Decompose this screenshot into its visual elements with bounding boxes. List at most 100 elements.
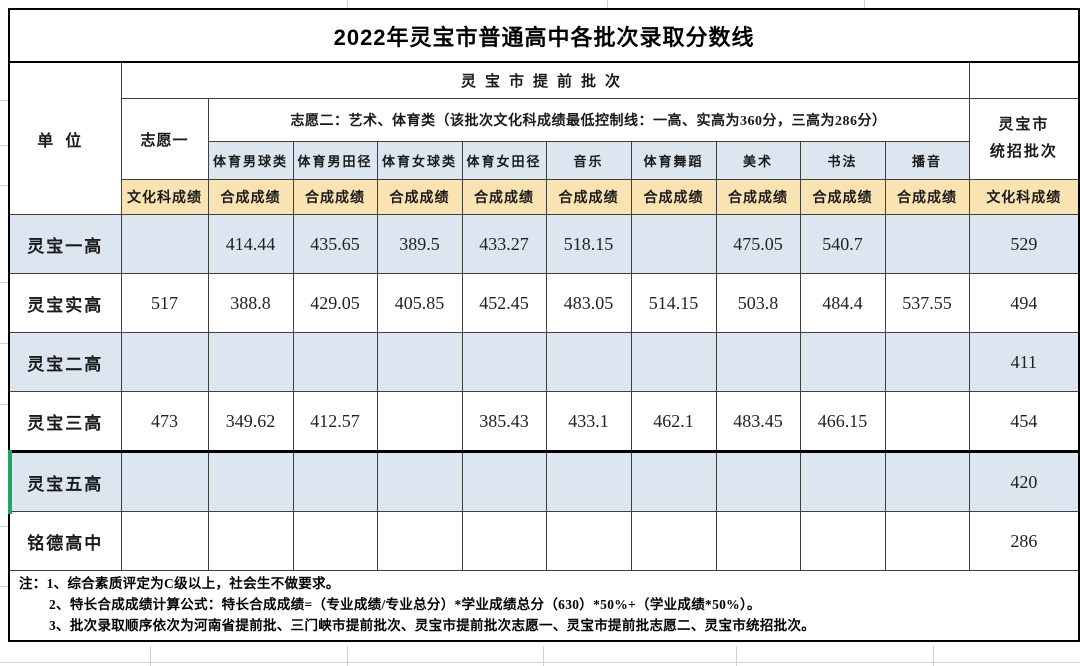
score-cell[interactable] (630, 332, 717, 392)
composite-score-label-cell[interactable]: 合成成绩 (461, 179, 547, 215)
score-cell[interactable]: 429.05 (292, 273, 378, 333)
category-header-cell[interactable]: 书法 (799, 141, 886, 180)
score-cell[interactable]: 388.8 (207, 273, 294, 333)
school-name-cell[interactable]: 灵宝一高 (8, 214, 122, 274)
score-cell[interactable]: 483.05 (545, 273, 632, 333)
score-cell[interactable]: 454 (968, 391, 1080, 452)
score-cell[interactable] (461, 450, 547, 512)
score-cell[interactable]: 420 (968, 450, 1080, 512)
score-cell[interactable]: 411 (968, 332, 1080, 392)
score-cell[interactable] (799, 511, 886, 571)
score-cell[interactable]: 529 (968, 214, 1080, 274)
score-cell[interactable] (545, 332, 632, 392)
score-cell[interactable] (884, 214, 970, 274)
score-cell[interactable] (292, 511, 378, 571)
category-header-cell[interactable]: 体育男田径 (292, 141, 378, 180)
score-cell[interactable]: 433.1 (545, 391, 632, 452)
score-cell[interactable] (884, 332, 970, 392)
score-cell[interactable]: 433.27 (461, 214, 547, 274)
score-cell[interactable] (207, 332, 294, 392)
score-cell[interactable] (376, 391, 463, 452)
score-cell[interactable]: 494 (968, 273, 1080, 333)
score-cell[interactable] (461, 332, 547, 392)
score-cell[interactable]: 503.8 (715, 273, 801, 333)
score-cell[interactable]: 385.43 (461, 391, 547, 452)
score-cell[interactable]: 414.44 (207, 214, 294, 274)
score-cell[interactable]: 518.15 (545, 214, 632, 274)
culture-score-label-cell[interactable]: 文化科成绩 (120, 179, 209, 215)
score-cell[interactable]: 475.05 (715, 214, 801, 274)
category-header-cell[interactable]: 美术 (715, 141, 801, 180)
composite-score-label-cell[interactable]: 合成成绩 (545, 179, 632, 215)
score-cell[interactable]: 517 (120, 273, 209, 333)
score-cell[interactable] (799, 332, 886, 392)
score-cell[interactable]: 349.62 (207, 391, 294, 452)
category-header-cell[interactable]: 体育男球类 (207, 141, 294, 180)
composite-score-label-cell[interactable]: 合成成绩 (630, 179, 717, 215)
school-name-cell[interactable]: 灵宝实高 (8, 273, 122, 333)
school-name-cell-selected[interactable]: 灵宝五高 (8, 450, 122, 514)
score-cell[interactable]: 435.65 (292, 214, 378, 274)
choice1-header-cell[interactable]: 志愿一 (120, 98, 209, 180)
culture-score-label-cell[interactable]: 文化科成绩 (968, 179, 1080, 215)
category-header-cell[interactable]: 体育女田径 (461, 141, 547, 180)
score-cell[interactable]: 405.85 (376, 273, 463, 333)
score-cell[interactable]: 540.7 (799, 214, 886, 274)
composite-score-label-cell[interactable]: 合成成绩 (715, 179, 801, 215)
category-header-cell[interactable]: 播音 (884, 141, 970, 180)
composite-score-label-cell[interactable]: 合成成绩 (884, 179, 970, 215)
composite-score-label-cell[interactable]: 合成成绩 (376, 179, 463, 215)
score-cell[interactable]: 514.15 (630, 273, 717, 333)
score-cell[interactable]: 484.4 (799, 273, 886, 333)
score-cell[interactable]: 537.55 (884, 273, 970, 333)
choice2-header-cell[interactable]: 志愿二：艺术、体育类（该批次文化科成绩最低控制线：一高、实高为360分，三高为2… (207, 98, 970, 142)
score-cell[interactable]: 286 (968, 511, 1080, 571)
score-cell[interactable] (461, 511, 547, 571)
school-name-cell[interactable]: 灵宝三高 (8, 391, 122, 452)
score-cell[interactable]: 412.57 (292, 391, 378, 452)
unit-header-cell[interactable]: 单位 (8, 61, 122, 215)
score-cell[interactable] (207, 450, 294, 512)
score-cell[interactable] (376, 511, 463, 571)
school-name-cell[interactable]: 灵宝二高 (8, 332, 122, 392)
category-header-cell[interactable]: 体育舞蹈 (630, 141, 717, 180)
composite-score-label-cell[interactable]: 合成成绩 (799, 179, 886, 215)
score-cell[interactable] (376, 450, 463, 512)
score-cell[interactable] (292, 450, 378, 512)
score-cell[interactable] (630, 450, 717, 512)
score-cell[interactable]: 462.1 (630, 391, 717, 452)
score-cell[interactable] (715, 332, 801, 392)
category-header-cell[interactable]: 体育女球类 (376, 141, 463, 180)
score-cell[interactable]: 473 (120, 391, 209, 452)
score-cell[interactable] (120, 214, 209, 274)
score-cell[interactable] (120, 450, 209, 512)
composite-score-label-cell[interactable]: 合成成绩 (292, 179, 378, 215)
school-name-cell[interactable]: 铭德高中 (8, 511, 122, 571)
score-cell[interactable] (884, 511, 970, 571)
score-cell[interactable] (715, 511, 801, 571)
footnotes-cell[interactable]: 注：1、综合素质评定为C级以上，社会生不做要求。 2、特长合成成绩计算公式：特长… (8, 569, 1080, 642)
score-cell[interactable] (715, 450, 801, 512)
score-cell[interactable] (630, 511, 717, 571)
score-cell[interactable] (545, 511, 632, 571)
composite-score-label-cell[interactable]: 合成成绩 (207, 179, 294, 215)
empty-corner-cell[interactable] (968, 61, 1080, 99)
score-cell[interactable] (120, 511, 209, 571)
score-cell[interactable] (884, 450, 970, 512)
score-cell[interactable] (376, 332, 463, 392)
score-cell[interactable] (207, 511, 294, 571)
gridline-stub (736, 646, 737, 666)
score-cell[interactable] (120, 332, 209, 392)
score-cell[interactable]: 466.15 (799, 391, 886, 452)
score-cell[interactable]: 452.45 (461, 273, 547, 333)
score-cell[interactable]: 389.5 (376, 214, 463, 274)
score-cell[interactable] (630, 214, 717, 274)
advance-batch-header-cell[interactable]: 灵宝市提前批次 (120, 61, 970, 99)
score-cell[interactable] (545, 450, 632, 512)
score-cell[interactable]: 483.45 (715, 391, 801, 452)
score-cell[interactable] (292, 332, 378, 392)
score-cell[interactable] (884, 391, 970, 452)
unified-batch-header-cell[interactable]: 灵宝市 统招批次 (968, 98, 1080, 180)
category-header-cell[interactable]: 音乐 (545, 141, 632, 180)
score-cell[interactable] (799, 450, 886, 512)
